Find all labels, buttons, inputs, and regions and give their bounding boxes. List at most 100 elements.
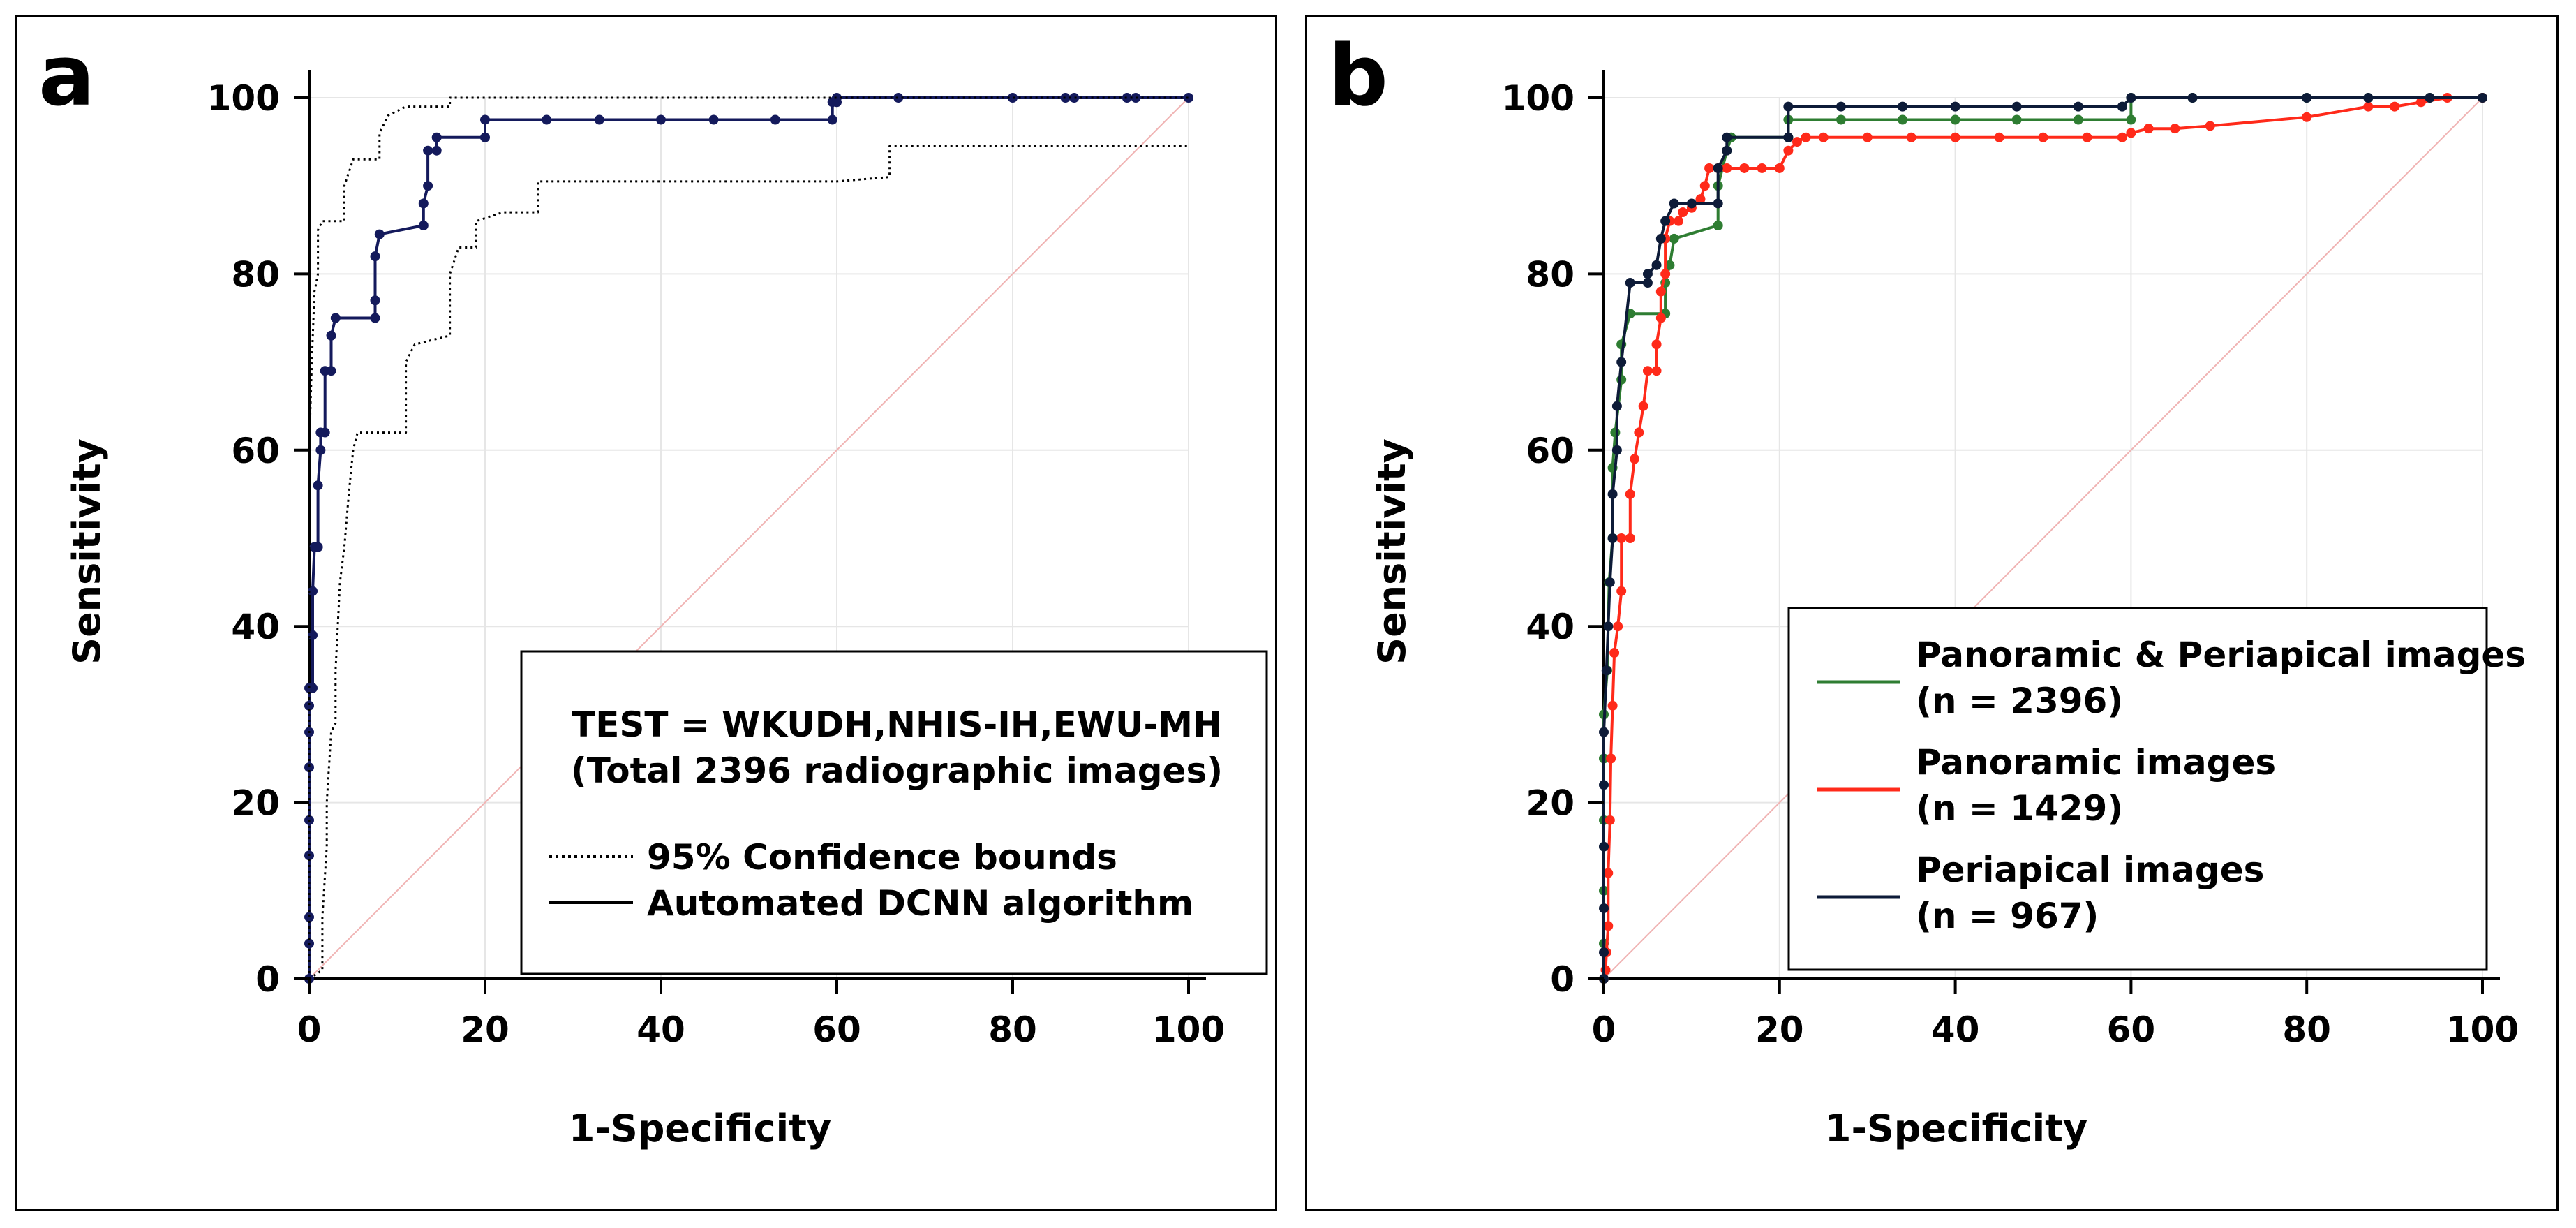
legend-n-periapical: (n = 967) [1916, 896, 2099, 936]
data-point [2478, 93, 2487, 103]
data-point [1704, 163, 1715, 173]
data-point [2187, 93, 2198, 103]
data-point [315, 445, 326, 455]
data-point [1122, 93, 1132, 103]
data-point [1695, 194, 1706, 205]
data-point [1950, 101, 1960, 112]
y-axis-label: Sensitivity [1370, 438, 1414, 665]
data-point [1906, 132, 1916, 142]
data-point [2390, 101, 2400, 112]
data-point [656, 114, 666, 125]
data-point [2302, 112, 2312, 122]
data-point [304, 815, 314, 825]
y-tick-label: 40 [1526, 607, 1574, 647]
x-tick-label: 80 [988, 1009, 1037, 1050]
data-point [1603, 868, 1614, 878]
data-point [1642, 269, 1653, 279]
data-point [431, 132, 442, 142]
data-point [1655, 313, 1666, 323]
data-point [1783, 132, 1794, 142]
data-point [1713, 220, 1723, 230]
data-point [1600, 965, 1611, 975]
data-point [1625, 489, 1635, 499]
data-point [308, 683, 318, 693]
y-tick-label: 0 [1550, 959, 1574, 1000]
data-point [708, 114, 719, 125]
panel-label: b [1328, 28, 1388, 125]
data-point [1792, 137, 1802, 147]
data-point [1669, 198, 1679, 209]
data-point [2126, 93, 2136, 103]
data-point [1610, 427, 1621, 438]
legend-box [520, 650, 1268, 975]
data-point [1599, 903, 1609, 914]
data-point [1674, 216, 1684, 226]
data-point [308, 630, 318, 640]
legend: Panoramic & Periapical images (n = 2396)… [1787, 607, 2526, 971]
data-point [827, 114, 837, 125]
data-point [320, 427, 330, 438]
data-point [2117, 132, 2127, 142]
data-point [374, 229, 385, 239]
data-point [423, 181, 433, 191]
data-point [1607, 700, 1618, 711]
data-point [1898, 101, 1908, 112]
data-point [1836, 101, 1846, 112]
y-tick-label: 60 [1526, 431, 1574, 471]
data-point [1783, 145, 1794, 156]
data-point [326, 330, 336, 341]
data-point [1607, 533, 1618, 543]
data-point [1605, 577, 1615, 588]
x-tick-label: 60 [812, 1009, 861, 1050]
data-point [1606, 753, 1616, 764]
data-point [480, 132, 490, 142]
data-point [594, 114, 604, 125]
legend-n-combined: (n = 2396) [1916, 681, 2123, 721]
reference-diagonal [1603, 97, 2483, 979]
data-point [326, 366, 336, 376]
data-point [1625, 533, 1635, 543]
x-tick-label: 40 [1931, 1009, 1980, 1050]
data-point [370, 313, 380, 323]
legend-title-line-2: (Total 2396 radiographic images) [571, 750, 1223, 791]
legend-label-bounds: 95% Confidence bounds [647, 837, 1117, 878]
y-tick-label: 20 [1526, 783, 1574, 824]
data-point [1713, 163, 1723, 173]
data-point [2363, 93, 2374, 103]
data-point [1818, 132, 1829, 142]
data-point [1069, 93, 1080, 103]
x-tick-label: 0 [297, 1009, 322, 1050]
data-point [370, 295, 380, 306]
data-point [1898, 114, 1908, 125]
data-point [1601, 665, 1611, 676]
roc-chart-b: 0 20 40 60 80 100 0 20 40 60 80 100 b 1-Specificity… [1328, 28, 2526, 1151]
data-point [1625, 278, 1635, 288]
y-tick-label: 0 [255, 959, 280, 1000]
y-tick-label: 100 [207, 78, 280, 119]
data-point [1783, 101, 1794, 112]
legend-label-roc: Automated DCNN algorithm [647, 883, 1193, 924]
data-point [1613, 621, 1623, 632]
data-point [1599, 841, 1609, 852]
data-point [1660, 216, 1671, 226]
data-point [308, 586, 318, 596]
data-point [770, 114, 780, 125]
x-axis-label: 1-Specificity [569, 1107, 831, 1151]
legend-box [1787, 607, 2488, 971]
data-point [1616, 533, 1627, 543]
data-point [1994, 132, 2004, 142]
data-point [1599, 727, 1609, 737]
data-point [2011, 101, 2022, 112]
data-point [893, 93, 904, 103]
data-point [330, 313, 341, 323]
data-point [1669, 233, 1679, 244]
data-point [304, 700, 314, 711]
data-point [2425, 93, 2435, 103]
data-point [1655, 233, 1666, 244]
data-point [431, 145, 442, 156]
data-point [1603, 921, 1614, 931]
panel-a: 0 20 40 60 80 100 0 20 40 60 80 100 a 1-Specificity… [15, 15, 1277, 1211]
data-point [1713, 198, 1723, 209]
data-point [2038, 132, 2048, 142]
data-point [418, 220, 429, 230]
